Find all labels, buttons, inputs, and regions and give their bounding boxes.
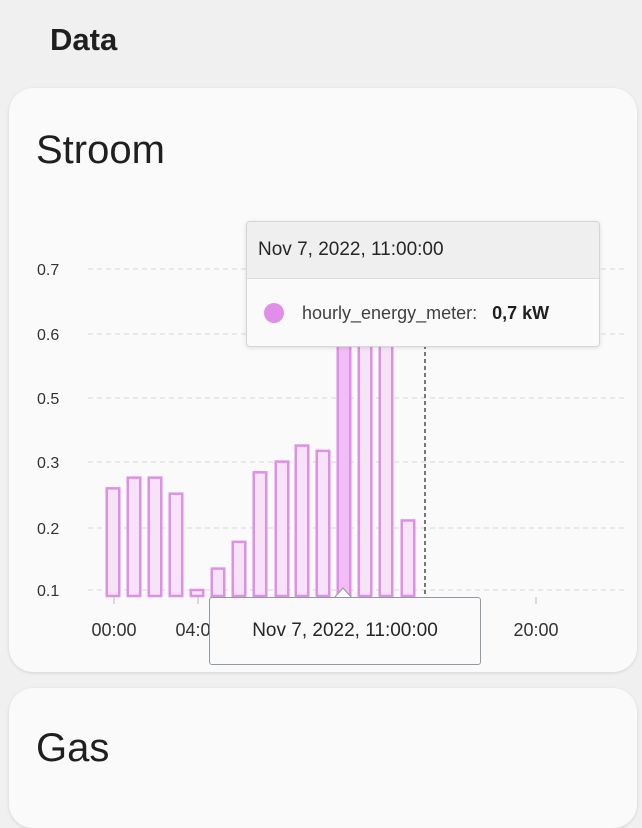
chart-bar-0200[interactable] — [147, 476, 163, 598]
stroom-card-title: Stroom — [36, 128, 165, 172]
series-color-dot — [264, 303, 284, 323]
chart-bar-1200[interactable] — [357, 343, 373, 598]
chart-bar-0700[interactable] — [252, 471, 268, 598]
page-title: Data — [50, 22, 118, 57]
y-tick-label: 0.1 — [37, 583, 59, 600]
chart-bar-0000[interactable] — [105, 487, 121, 598]
axis-pointer-label: Nov 7, 2022, 11:00:00 — [209, 597, 481, 665]
tooltip-series-name: hourly_energy_meter: — [302, 302, 478, 323]
chart-bar-0600[interactable] — [231, 540, 247, 598]
chart-bar-0800[interactable] — [274, 460, 290, 598]
chart-bar-1100[interactable] — [336, 343, 352, 598]
chart-bar-0300[interactable] — [168, 492, 184, 598]
chart-bar-0500[interactable] — [210, 567, 226, 598]
chart-bars[interactable] — [105, 343, 416, 598]
y-tick-label: 0.3 — [37, 455, 59, 472]
y-tick-label: 0.5 — [37, 391, 59, 408]
tooltip-series-row: hourly_energy_meter: 0,7 kW — [247, 279, 599, 346]
chart-axis-labels: 0.10.20.30.50.60.700:00 04:00 20:00 — [37, 262, 559, 640]
x-tick-label: 00:00 — [91, 620, 136, 640]
chart-bar-1300[interactable] — [378, 343, 394, 598]
y-tick-label: 0.6 — [37, 327, 59, 344]
x-tick-label: 20:00 — [513, 620, 558, 640]
energy-bar-chart[interactable]: 0.10.20.30.50.60.700:00 04:00 20:00 — [0, 0, 642, 680]
gas-card-title: Gas — [36, 726, 110, 770]
chart-tooltip: Nov 7, 2022, 11:00:00 hourly_energy_mete… — [246, 221, 600, 347]
chart-bar-0400[interactable] — [189, 588, 205, 598]
y-tick-label: 0.7 — [37, 262, 59, 279]
chart-bar-1000[interactable] — [315, 449, 331, 598]
gas-card: Gas — [9, 688, 637, 828]
tooltip-series-value: 0,7 kW — [492, 302, 550, 323]
tooltip-timestamp: Nov 7, 2022, 11:00:00 — [247, 222, 599, 279]
y-tick-label: 0.2 — [37, 521, 59, 538]
chart-bar-1400[interactable] — [400, 519, 416, 598]
chart-bar-0900[interactable] — [294, 444, 310, 598]
chart-bar-0100[interactable] — [126, 476, 142, 598]
